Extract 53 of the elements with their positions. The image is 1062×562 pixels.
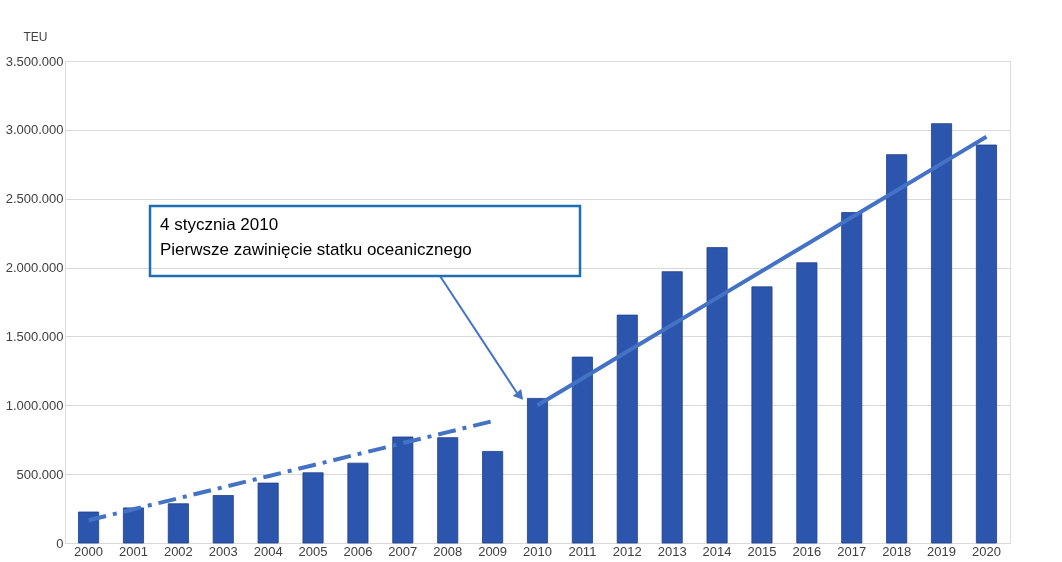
y-axis-title: TEU (23, 29, 48, 44)
y-tick-label: 0 (56, 535, 64, 551)
x-tick-label: 2014 (702, 543, 732, 559)
bar (571, 356, 593, 544)
bar (482, 451, 504, 544)
y-tick-label: 1.000.000 (5, 397, 64, 413)
x-tick-label: 2011 (568, 543, 597, 559)
bar (616, 314, 638, 544)
y-tick-label: 2.500.000 (5, 191, 64, 207)
x-tick-label: 2000 (74, 543, 104, 559)
y-tick-label: 3.000.000 (5, 122, 64, 138)
x-tick-label: 2012 (612, 543, 642, 559)
x-tick-label: 2019 (927, 543, 956, 559)
bar (751, 286, 773, 544)
annotation: 4 stycznia 2010 Pierwsze zawinięcie statku oceanicznego (160, 215, 472, 259)
x-tick-label: 2013 (657, 543, 687, 559)
x-tick-label: 2017 (837, 543, 867, 559)
y-tick-label: 1.500.000 (5, 328, 64, 344)
bar (975, 144, 997, 544)
bar (796, 262, 818, 544)
bar (347, 462, 369, 544)
x-tick-label: 2015 (747, 543, 777, 559)
x-tick-label: 2006 (343, 543, 373, 559)
x-tick-label: 2009 (478, 543, 508, 559)
x-tick-label: 2002 (163, 543, 193, 559)
x-tick-label: 2018 (882, 543, 912, 559)
bar (167, 503, 189, 544)
bar (122, 507, 144, 544)
x-tick-label: 2003 (208, 543, 238, 559)
bar (302, 472, 324, 544)
x-tick-label: 2007 (388, 543, 418, 559)
bar (841, 212, 863, 544)
x-tick-label: 2010 (523, 543, 552, 559)
line-series (535, 134, 989, 408)
y-tick-label: 500.000 (16, 466, 64, 482)
bar (527, 398, 548, 544)
x-tick-label: 2020 (971, 543, 1001, 559)
bar (212, 495, 234, 544)
bar (886, 154, 908, 544)
x-tick-label: 2005 (298, 543, 328, 559)
bar (931, 123, 953, 544)
bar (706, 247, 728, 544)
bar (392, 436, 414, 544)
x-tick-label: 2016 (792, 543, 822, 559)
bar (78, 511, 100, 544)
x-tick-label: 2008 (433, 543, 463, 559)
bar (661, 271, 683, 544)
x-tick-label: 2004 (253, 543, 283, 559)
bar (257, 482, 279, 544)
y-tick-label: 3.500.000 (5, 53, 64, 69)
x-tick-label: 2001 (119, 543, 148, 559)
y-tick-label: 2.000.000 (5, 260, 64, 276)
bar (437, 437, 459, 544)
